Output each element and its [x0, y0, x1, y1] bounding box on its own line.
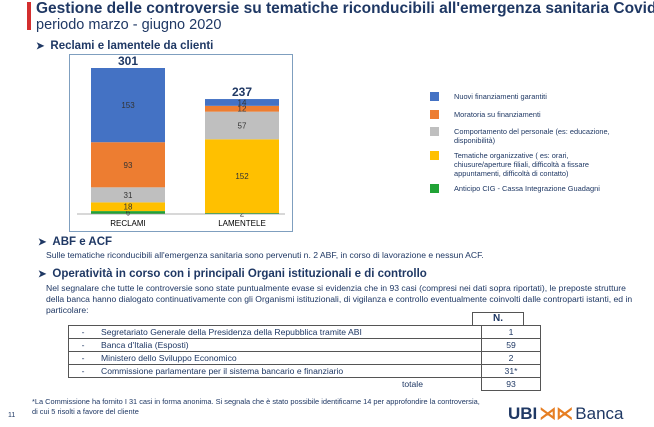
footnote-line-2: di cui 5 risolti a favore del cliente [32, 407, 139, 416]
legend-label: Nuovi finanziamenti garantiti [454, 92, 547, 101]
table-row: - Commissione parlamentare per il sistema… [68, 364, 541, 378]
bar-segment-reclami-2 [91, 187, 165, 203]
row-value: 1 [481, 325, 541, 339]
section-ops: ➤ Operatività in corso con i principali O… [38, 268, 427, 280]
arrow-right-icon: ➤ [38, 269, 47, 280]
bar-value-label: 12 [238, 105, 247, 114]
legend-label: Comportamento del personale (es: educazi… [454, 127, 610, 145]
institutions-table: - Segretariato Generale della Presidenza … [68, 325, 541, 391]
bar-total-label: 237 [232, 85, 252, 99]
row-bullet: - [68, 325, 97, 339]
page-title: Gestione delle controversie su tematiche… [36, 0, 654, 17]
row-value: 2 [481, 351, 541, 365]
table-row: - Ministero dello Sviluppo Economico 2 [68, 351, 541, 365]
row-bullet: - [68, 364, 97, 378]
legend-swatch [430, 127, 439, 136]
legend-swatch [430, 92, 439, 101]
section-complaints-label: Reclami e lamentele da clienti [50, 40, 214, 52]
bar-segment-reclami-4 [91, 68, 165, 143]
legend-swatch [430, 151, 439, 160]
ops-text: Nel segnalare che tutte le controversie … [46, 283, 633, 315]
row-value: 31* [481, 364, 541, 378]
section-abf: ➤ ABF e ACF [38, 236, 112, 248]
bar-value-label: 6 [126, 209, 131, 218]
row-label: Commissione parlamentare per il sistema … [97, 364, 482, 378]
bar-value-label: 93 [124, 161, 133, 170]
table-total-row: totale 93 [69, 377, 541, 391]
bar-total-label: 301 [118, 54, 138, 68]
chart-frame [69, 54, 293, 232]
page-subtitle: periodo marzo - giugno 2020 [36, 17, 222, 33]
bar-value-label: 18 [124, 203, 133, 212]
table-row: - Banca d'Italia (Esposti) 59 [68, 338, 541, 352]
bar-segment-lamentele-0 [205, 213, 279, 214]
legend-swatch [430, 184, 439, 193]
row-bullet: - [68, 338, 97, 352]
arrow-right-icon: ➤ [36, 41, 45, 52]
legend-label: Anticipo CIG - Cassa Integrazione Guadag… [454, 184, 600, 193]
legend-label: Tematiche organizzative ( es: orari, chi… [454, 151, 590, 178]
total-value: 93 [481, 377, 541, 391]
table-header-n: N. [472, 312, 524, 325]
bar-value-label: 152 [235, 172, 249, 181]
legend-label: Moratoria su finanziamenti [454, 110, 541, 119]
bar-value-label: 31 [124, 191, 133, 200]
bar-segment-lamentele-4 [205, 99, 279, 106]
bar-segment-reclami-3 [91, 142, 165, 188]
footnote-line-1: *La Commissione ha fornito I 31 casi in … [32, 397, 480, 406]
stacked-bar-chart: 6183193153301RECLAMI2152571214237LAMENTE… [77, 54, 285, 228]
logo-ubi: UBI [508, 404, 538, 423]
page-number: 11 [8, 412, 16, 419]
row-label: Banca d'Italia (Esposti) [97, 338, 482, 352]
row-bullet: - [68, 351, 97, 365]
abf-text: Sulle tematiche riconducibili all'emerge… [46, 250, 484, 260]
section-ops-label: Operatività in corso con i principali Or… [52, 268, 427, 280]
bar-segment-reclami-1 [91, 202, 165, 212]
bar-segment-lamentele-2 [205, 111, 279, 140]
bar-segment-lamentele-3 [205, 105, 279, 112]
footnote: *La Commissione ha fornito I 31 casi in … [32, 397, 480, 417]
table-row: - Segretariato Generale della Presidenza … [68, 325, 541, 339]
category-label: RECLAMI [110, 219, 146, 228]
bar-value-label: 14 [238, 98, 247, 107]
bar-segment-lamentele-1 [205, 139, 279, 214]
row-label: Ministero dello Sviluppo Economico [97, 351, 482, 365]
bar-value-label: 57 [238, 121, 247, 130]
title-accent-bar [27, 2, 31, 30]
ubi-banca-logo: UBI ⋊⋉ Banca [508, 404, 623, 424]
row-value: 59 [481, 338, 541, 352]
section-abf-label: ABF e ACF [52, 236, 113, 248]
arrow-right-icon: ➤ [38, 237, 47, 248]
logo-banca: Banca [575, 404, 624, 423]
category-label: LAMENTELE [218, 219, 266, 228]
section-complaints: ➤ Reclami e lamentele da clienti [36, 40, 213, 52]
total-label: totale [401, 379, 423, 390]
row-label: Segretariato Generale della Presidenza d… [97, 325, 482, 339]
bar-value-label: 153 [121, 101, 135, 110]
legend-swatch [430, 110, 439, 119]
logo-mark-icon: ⋊⋉ [539, 404, 574, 423]
bar-segment-reclami-0 [91, 211, 165, 214]
